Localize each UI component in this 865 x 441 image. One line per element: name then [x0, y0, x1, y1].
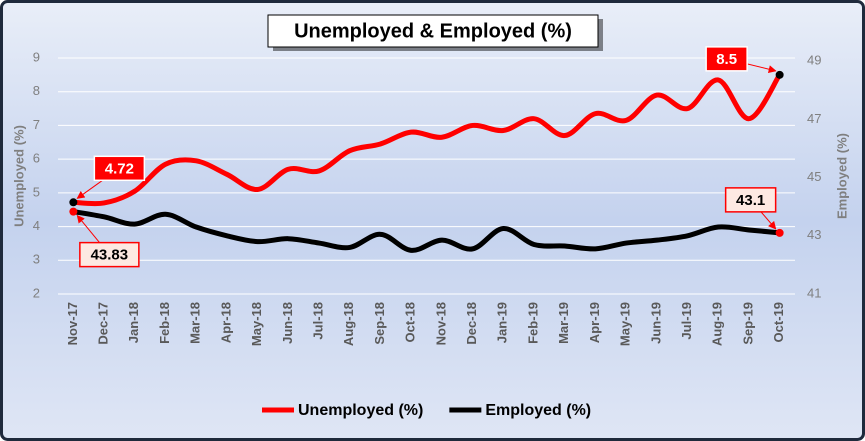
series-line — [73, 73, 782, 207]
chart-title: Unemployed & Employed (%) — [294, 20, 572, 42]
y2-tick-label: 43 — [807, 227, 821, 242]
y2-tick-label: 45 — [807, 169, 821, 184]
end-marker — [69, 207, 78, 216]
y-tick-label: 8 — [33, 83, 40, 98]
x-tick-label: May-18 — [249, 302, 264, 346]
data-label: 43.1 — [736, 192, 765, 209]
x-tick-label: Jul-18 — [310, 302, 325, 340]
y-tick-label: 3 — [33, 252, 40, 267]
y-tick-label: 5 — [33, 184, 40, 199]
x-tick-label: Oct-18 — [403, 302, 418, 342]
x-tick-label: Jul-19 — [679, 302, 694, 340]
data-label-box — [724, 187, 777, 213]
y-tick-label: 9 — [33, 49, 40, 64]
x-tick-label: Mar-18 — [188, 302, 203, 344]
x-tick-label: Sep-18 — [372, 302, 387, 345]
data-label: 43.83 — [91, 247, 129, 264]
x-tick-label: Oct-19 — [771, 302, 786, 342]
x-tick-label: Aug-18 — [341, 302, 356, 346]
x-tick-label: Mar-19 — [556, 302, 571, 344]
y2-axis-title: Employed (%) — [834, 133, 849, 219]
x-tick-label: Sep-19 — [740, 302, 755, 345]
data-label-box — [93, 155, 146, 182]
x-tick-label: Jan-19 — [495, 302, 510, 343]
x-tick-label: Apr-18 — [218, 302, 233, 343]
x-tick-label: Aug-19 — [710, 302, 725, 346]
x-tick-label: Nov-17 — [65, 302, 80, 345]
y2-tick-label: 41 — [807, 285, 821, 300]
y-axis-title: Unemployed (%) — [11, 125, 26, 227]
series-line — [72, 209, 780, 253]
x-tick-label: Feb-19 — [525, 302, 540, 344]
y2-tick-label: 47 — [807, 111, 821, 126]
x-tick-label: Dec-18 — [464, 302, 479, 345]
data-label-box — [79, 241, 140, 268]
data-label-box — [705, 46, 748, 72]
x-tick-label: Jun-18 — [280, 302, 295, 344]
legend-label: Unemployed (%) — [298, 402, 423, 419]
end-marker — [775, 228, 784, 237]
y-tick-label: 6 — [33, 151, 40, 166]
legend-label: Employed (%) — [485, 402, 591, 419]
x-tick-label: Feb-18 — [157, 302, 172, 344]
title-box — [267, 14, 599, 48]
x-tick-label: Dec-17 — [96, 302, 111, 345]
end-marker — [775, 70, 784, 79]
end-marker — [69, 198, 78, 207]
data-label: 8.5 — [716, 51, 737, 68]
x-tick-label: Jun-19 — [648, 302, 663, 344]
y-tick-label: 7 — [33, 117, 40, 132]
y-tick-label: 2 — [33, 285, 40, 300]
x-tick-label: Apr-19 — [587, 302, 602, 343]
x-tick-label: Jan-18 — [126, 302, 141, 343]
data-label: 4.72 — [105, 160, 134, 177]
x-tick-label: May-19 — [618, 302, 633, 346]
y2-tick-label: 49 — [807, 53, 821, 68]
x-tick-label: Nov-18 — [433, 302, 448, 345]
y-tick-label: 4 — [33, 218, 40, 233]
